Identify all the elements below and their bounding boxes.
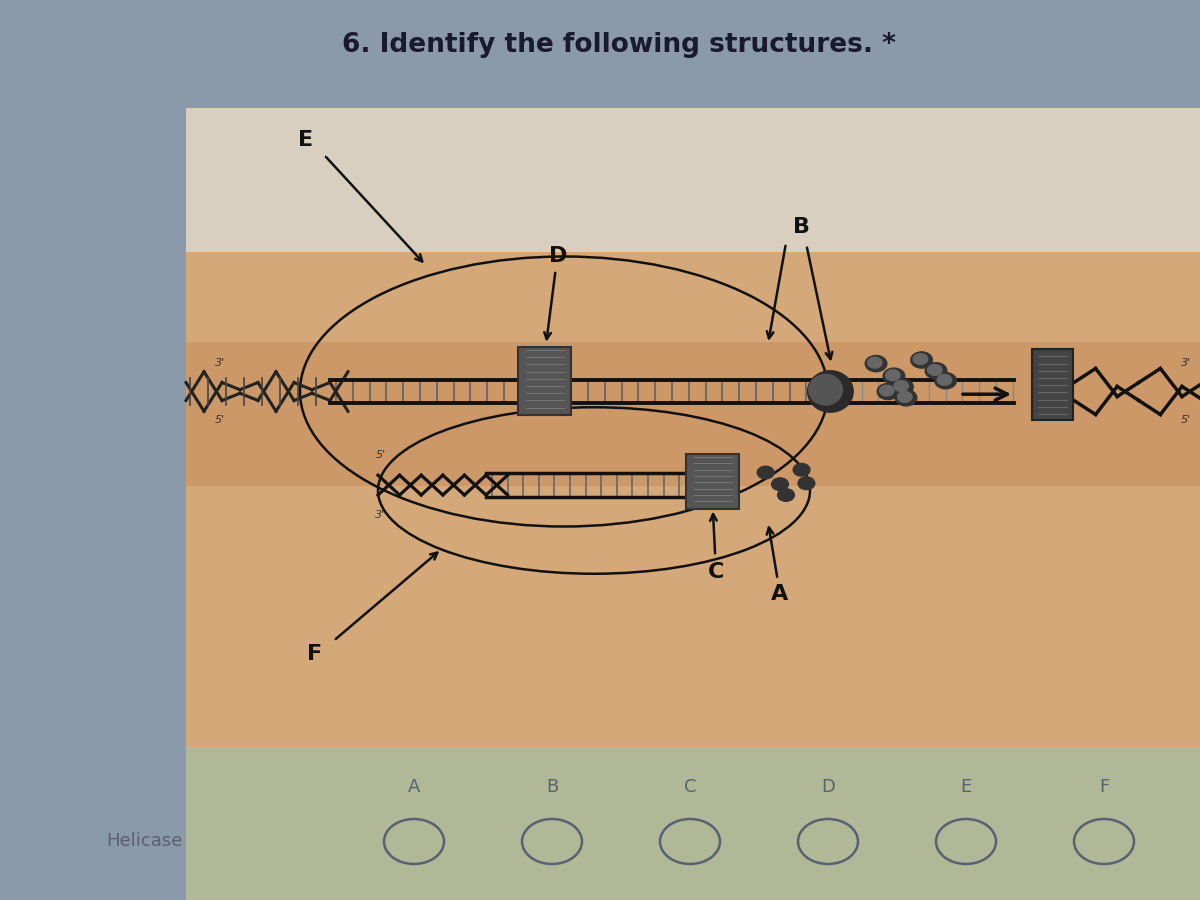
FancyBboxPatch shape bbox=[186, 342, 1200, 486]
FancyBboxPatch shape bbox=[518, 346, 571, 415]
Circle shape bbox=[880, 385, 894, 396]
FancyBboxPatch shape bbox=[0, 0, 186, 900]
Circle shape bbox=[772, 478, 788, 491]
Circle shape bbox=[913, 354, 928, 364]
Circle shape bbox=[778, 489, 794, 501]
Circle shape bbox=[886, 370, 900, 381]
Ellipse shape bbox=[808, 371, 853, 412]
Circle shape bbox=[895, 390, 917, 406]
FancyBboxPatch shape bbox=[686, 454, 739, 508]
Circle shape bbox=[911, 352, 932, 368]
FancyBboxPatch shape bbox=[186, 252, 1200, 747]
Text: F: F bbox=[1099, 778, 1109, 796]
Circle shape bbox=[883, 368, 905, 384]
FancyBboxPatch shape bbox=[1032, 349, 1073, 420]
Circle shape bbox=[937, 374, 952, 385]
Circle shape bbox=[793, 464, 810, 476]
Text: C: C bbox=[708, 562, 725, 581]
Text: 3': 3' bbox=[1181, 357, 1190, 368]
Circle shape bbox=[925, 363, 947, 379]
Text: 6. Identify the following structures. *: 6. Identify the following structures. * bbox=[342, 32, 896, 58]
Circle shape bbox=[868, 357, 882, 368]
Text: A: A bbox=[408, 778, 420, 796]
Text: D: D bbox=[548, 247, 568, 266]
Text: D: D bbox=[821, 778, 835, 796]
Text: Helicase: Helicase bbox=[106, 832, 182, 850]
Text: 3': 3' bbox=[215, 357, 224, 368]
Text: B: B bbox=[793, 217, 810, 237]
Text: 3': 3' bbox=[376, 509, 385, 520]
Text: E: E bbox=[299, 130, 313, 149]
Text: C: C bbox=[684, 778, 696, 796]
Circle shape bbox=[757, 466, 774, 479]
Circle shape bbox=[892, 379, 913, 395]
Text: 5': 5' bbox=[1181, 415, 1190, 426]
FancyBboxPatch shape bbox=[186, 108, 1200, 252]
Circle shape bbox=[898, 392, 912, 402]
Circle shape bbox=[877, 383, 899, 400]
Text: F: F bbox=[307, 644, 322, 664]
Text: 5': 5' bbox=[376, 450, 385, 461]
Text: E: E bbox=[960, 778, 972, 796]
Circle shape bbox=[928, 364, 942, 375]
Circle shape bbox=[894, 381, 908, 392]
Text: B: B bbox=[546, 778, 558, 796]
Circle shape bbox=[935, 373, 956, 389]
FancyBboxPatch shape bbox=[0, 747, 1200, 900]
Circle shape bbox=[865, 356, 887, 372]
Text: A: A bbox=[772, 584, 788, 604]
Ellipse shape bbox=[809, 374, 842, 405]
Text: 5': 5' bbox=[215, 415, 224, 426]
Circle shape bbox=[798, 477, 815, 490]
